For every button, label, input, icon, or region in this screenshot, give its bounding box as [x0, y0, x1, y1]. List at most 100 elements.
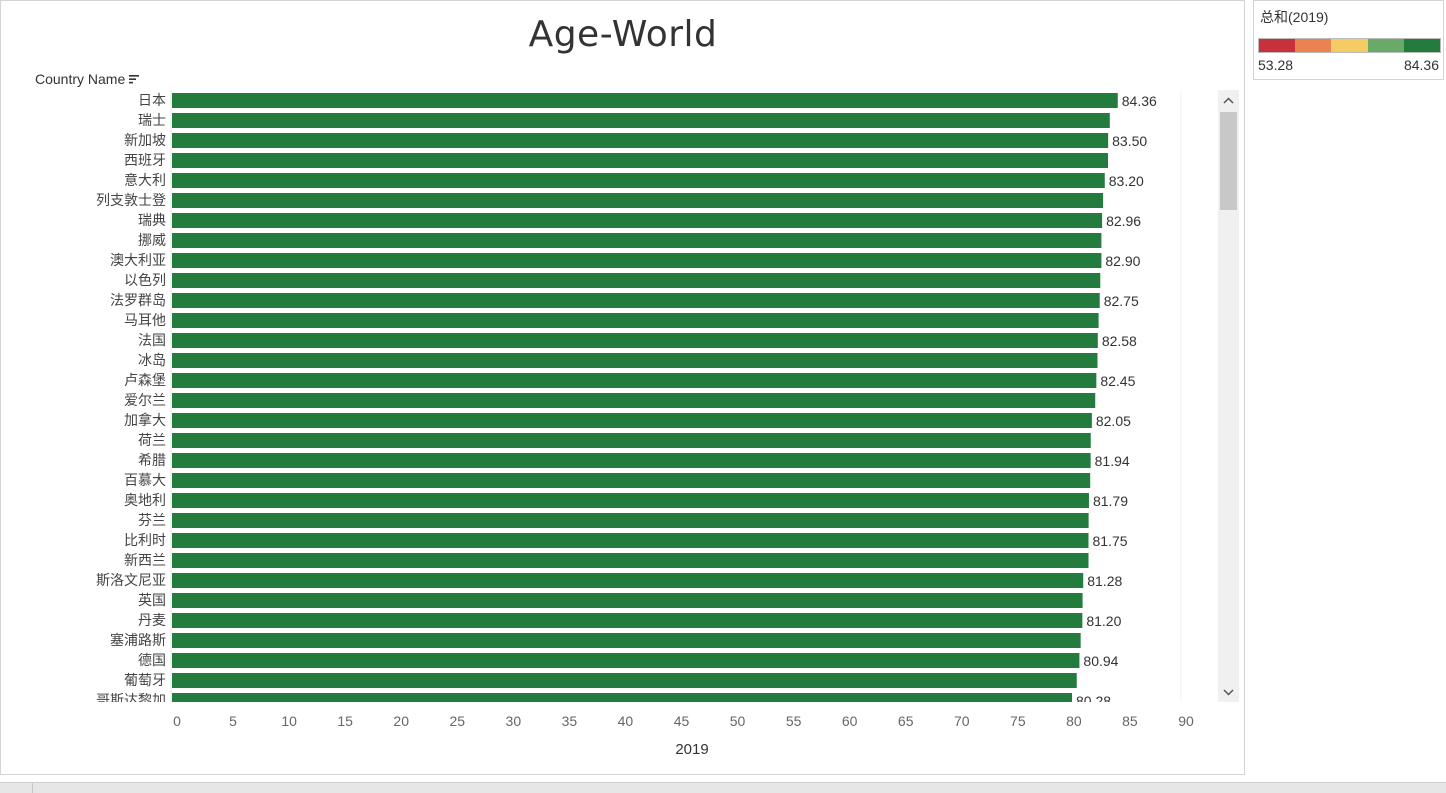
category-label[interactable]: 百慕大	[124, 473, 166, 489]
bar[interactable]	[172, 573, 1084, 588]
reference-lines	[170, 90, 1182, 702]
bar[interactable]	[172, 553, 1089, 568]
x-tick-label: 25	[449, 713, 465, 729]
chevron-up-icon	[1223, 96, 1234, 104]
data-label: 82.96	[1106, 213, 1141, 229]
category-label[interactable]: 意大利	[124, 172, 166, 189]
bar[interactable]	[172, 393, 1096, 408]
bar[interactable]	[172, 493, 1089, 508]
bar[interactable]	[172, 453, 1091, 468]
x-tick-label: 15	[337, 713, 353, 729]
data-label: 82.05	[1096, 413, 1131, 429]
bar[interactable]	[172, 633, 1081, 648]
category-label[interactable]: 以色列	[124, 272, 166, 289]
category-label[interactable]: 马耳他	[124, 313, 166, 329]
x-tick-label: 10	[281, 713, 297, 729]
category-label[interactable]: 芬兰	[138, 513, 166, 529]
x-tick-label: 85	[1122, 713, 1138, 729]
x-tick-label: 50	[730, 713, 746, 729]
bar[interactable]	[172, 313, 1099, 328]
bar[interactable]	[172, 613, 1083, 628]
legend-color-step	[1331, 39, 1368, 52]
bar[interactable]	[172, 173, 1105, 188]
category-label[interactable]: 葡萄牙	[124, 673, 166, 689]
category-label[interactable]: 比利时	[124, 533, 166, 549]
data-label: 80.94	[1083, 653, 1118, 669]
category-label[interactable]: 冰岛	[138, 353, 166, 369]
x-tick-label: 30	[506, 713, 522, 729]
scroll-up-button[interactable]	[1218, 90, 1239, 110]
bar[interactable]	[172, 373, 1097, 388]
vertical-scrollbar[interactable]	[1218, 90, 1239, 702]
category-label[interactable]: 法国	[138, 333, 166, 349]
bar[interactable]	[172, 413, 1092, 428]
scroll-down-button[interactable]	[1218, 682, 1239, 702]
bar[interactable]	[172, 193, 1104, 208]
x-axis-ticks: 0 5 10 15 20 25 30 35 40 45 50 55 60 65 70 75 80 85 90	[173, 713, 1194, 729]
bar[interactable]	[172, 333, 1098, 348]
bar[interactable]	[172, 593, 1083, 608]
x-tick-label: 20	[393, 713, 409, 729]
category-label[interactable]: 西班牙	[124, 153, 166, 169]
category-label[interactable]: 列支敦士登	[96, 193, 166, 209]
x-tick-label: 80	[1066, 713, 1082, 729]
category-label[interactable]: 奥地利	[124, 492, 166, 509]
x-tick-label: 45	[674, 713, 690, 729]
row-header-country-name[interactable]: Country Name	[35, 71, 140, 87]
category-label[interactable]: 哥斯达黎加	[96, 693, 166, 709]
data-label: 83.50	[1112, 133, 1147, 149]
bar[interactable]	[172, 433, 1091, 448]
bar[interactable]	[172, 693, 1073, 708]
legend-color-ramp[interactable]	[1258, 38, 1441, 53]
category-label[interactable]: 英国	[138, 592, 166, 609]
bar[interactable]	[172, 213, 1103, 228]
bar[interactable]	[172, 233, 1102, 248]
legend-color-step	[1295, 39, 1332, 52]
category-label[interactable]: 挪威	[138, 233, 166, 249]
category-label[interactable]: 澳大利亚	[110, 253, 166, 269]
sort-descending-icon[interactable]	[129, 74, 140, 84]
category-label[interactable]: 日本	[138, 93, 166, 109]
chevron-down-icon	[1223, 688, 1234, 696]
legend-max-label: 84.36	[1403, 57, 1439, 73]
legend-min-label: 53.28	[1258, 57, 1294, 73]
bar[interactable]	[172, 353, 1098, 368]
category-label[interactable]: 丹麦	[138, 613, 166, 629]
category-label[interactable]: 希腊	[138, 453, 166, 469]
category-label[interactable]: 德国	[138, 653, 166, 669]
data-label: 81.20	[1086, 613, 1121, 629]
category-label[interactable]: 瑞典	[138, 213, 166, 229]
bar[interactable]	[172, 473, 1091, 488]
data-label: 82.58	[1102, 333, 1137, 349]
bar[interactable]	[172, 673, 1077, 688]
x-axis-title: 2019	[675, 741, 708, 758]
bar[interactable]	[172, 533, 1089, 548]
category-label[interactable]: 加拿大	[124, 412, 166, 429]
category-label[interactable]: 新西兰	[124, 553, 166, 569]
category-label[interactable]: 法罗群岛	[110, 293, 166, 309]
bar[interactable]	[172, 513, 1089, 528]
data-label: 84.36	[1122, 93, 1157, 109]
bar[interactable]	[172, 273, 1101, 288]
bar[interactable]	[172, 653, 1080, 668]
category-label[interactable]: 爱尔兰	[124, 393, 166, 409]
category-label[interactable]: 荷兰	[138, 433, 166, 449]
category-label[interactable]: 斯洛文尼亚	[96, 573, 166, 589]
bar[interactable]	[172, 113, 1110, 128]
bar[interactable]	[172, 93, 1118, 108]
x-tick-label: 0	[173, 713, 181, 729]
scroll-thumb[interactable]	[1220, 112, 1237, 210]
bar[interactable]	[172, 253, 1102, 268]
data-label: 80.28	[1076, 693, 1111, 709]
data-label: 82.45	[1100, 373, 1135, 389]
category-label[interactable]: 瑞士	[138, 113, 166, 129]
bar[interactable]	[172, 133, 1109, 148]
bar[interactable]	[172, 293, 1100, 308]
category-label[interactable]: 塞浦路斯	[110, 632, 166, 649]
category-label[interactable]: 新加坡	[124, 133, 166, 149]
row-header-label: Country Name	[35, 71, 126, 87]
bar[interactable]	[172, 153, 1109, 168]
data-label: 81.75	[1093, 533, 1128, 549]
category-label[interactable]: 卢森堡	[124, 373, 166, 389]
data-label: 81.79	[1093, 493, 1128, 509]
